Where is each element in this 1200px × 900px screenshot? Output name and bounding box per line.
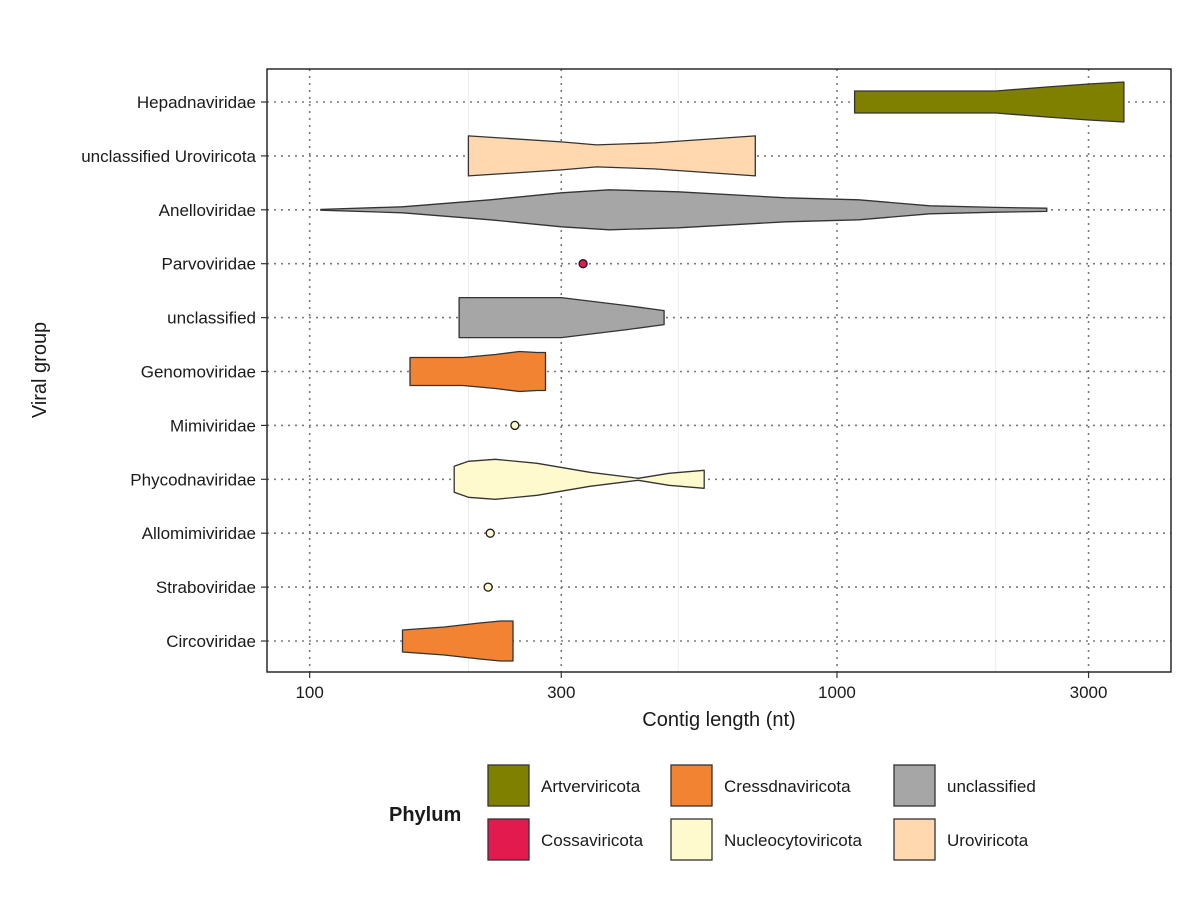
y-tick-label: Parvoviridae	[162, 255, 257, 274]
legend-label: Artverviricota	[541, 777, 641, 796]
legend: Phylum Artverviricota Cressdnaviricota unc…	[389, 764, 1036, 861]
point-allomimiviridae	[485, 528, 495, 538]
y-tick-label: Straboviridae	[156, 578, 256, 597]
violin-circoviridae	[401, 620, 514, 662]
legend-label: Cressdnaviricota	[724, 777, 851, 796]
legend-swatch	[893, 764, 936, 807]
violin-unclassified	[458, 296, 665, 339]
legend-label: Nucleocytoviricota	[724, 831, 862, 850]
y-tick-label: unclassified	[167, 309, 256, 328]
point-straboviridae	[483, 582, 493, 592]
y-tick-label: unclassified Uroviricota	[81, 147, 256, 166]
y-tick-label: Anelloviridae	[159, 201, 256, 220]
x-tick-label: 3000	[1070, 683, 1108, 702]
violin-unclassified-uroviricota	[467, 135, 756, 177]
y-tick-label: Mimiviridae	[170, 416, 256, 435]
x-tick-label: 1000	[818, 683, 856, 702]
legend-label: Uroviricota	[947, 831, 1029, 850]
violin-layer	[320, 81, 1125, 662]
axis-layer: 100 300 1000 3000 Hepadnaviridae unclassified…	[81, 93, 1107, 702]
legend-swatch	[487, 818, 530, 861]
plot-panel-border	[266, 68, 1172, 673]
x-tick-label: 300	[547, 683, 575, 702]
y-tick-label: Circoviridae	[166, 632, 256, 651]
y-tick-label: Genomoviridae	[141, 363, 256, 382]
legend-swatch	[893, 818, 936, 861]
violin-hepadnaviridae	[853, 81, 1125, 123]
legend-label: Cossaviricota	[541, 831, 644, 850]
legend-title: Phylum	[389, 804, 461, 826]
violin-anelloviridae	[320, 189, 1048, 231]
y-tick-label: Allomimiviridae	[142, 524, 256, 543]
y-tick-label: Hepadnaviridae	[137, 93, 256, 112]
violin-phycodnaviridae	[453, 458, 705, 500]
point-parvoviridae	[578, 259, 588, 269]
legend-swatch	[487, 764, 530, 807]
y-axis-title: Viral group	[29, 322, 51, 418]
legend-swatch	[670, 764, 713, 807]
x-axis-title: Contig length (nt)	[642, 709, 795, 731]
point-mimiviridae	[510, 420, 520, 431]
legend-swatch	[670, 818, 713, 861]
legend-label: unclassified	[947, 777, 1036, 796]
x-tick-label: 100	[295, 683, 323, 702]
y-tick-label: Phycodnaviridae	[130, 470, 256, 489]
violin-genomoviridae	[409, 350, 547, 393]
